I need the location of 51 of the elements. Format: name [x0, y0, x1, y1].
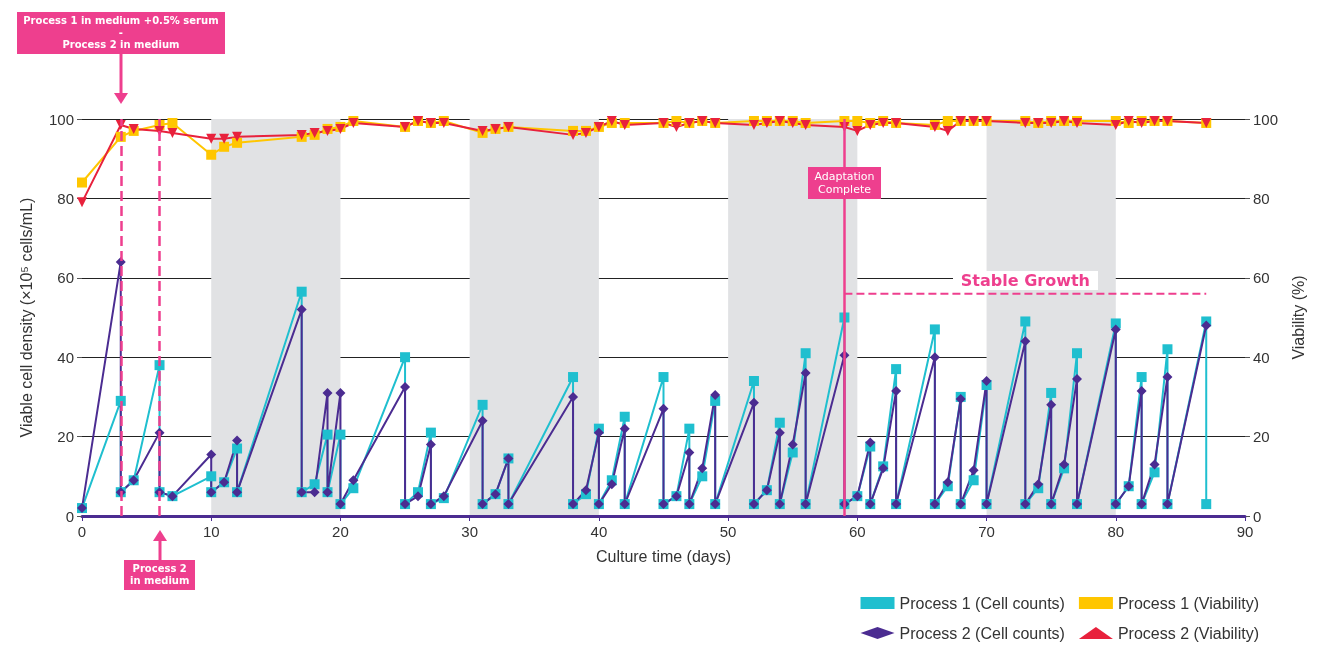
- x-tick-label: 0: [77, 523, 87, 540]
- point: [77, 177, 87, 188]
- point: [748, 119, 759, 130]
- y-tick-label: 60: [57, 269, 74, 287]
- y-tick-label: 80: [57, 189, 74, 207]
- x-tick-label: 20: [332, 523, 349, 540]
- x-tick-label: 80: [1107, 523, 1125, 540]
- ref-line-label: Adaptation Complete: [808, 166, 881, 199]
- y-axis-title: Viable cell density (×10⁵ cells/mL): [17, 197, 35, 438]
- y2-tick-label: 20: [1253, 428, 1270, 446]
- x-tick-label: 10: [202, 523, 220, 540]
- y-tick-label: 100: [48, 110, 74, 128]
- y-tick-label: 40: [57, 348, 74, 366]
- y2-tick-label: 60: [1253, 269, 1270, 287]
- x-tick-label: 40: [590, 523, 608, 540]
- point: [219, 141, 230, 152]
- y2-tick-label: 100: [1253, 110, 1279, 128]
- y2-tick-label: 40: [1253, 348, 1270, 366]
- point: [671, 121, 682, 132]
- x-tick-label: 90: [1236, 523, 1254, 540]
- x-tick-label: 30: [461, 523, 479, 540]
- y-tick-label: 20: [57, 428, 74, 446]
- x-tick-label: 60: [848, 523, 866, 540]
- x-tick-label: 50: [719, 523, 737, 540]
- point: [1110, 119, 1121, 130]
- point: [219, 133, 230, 144]
- point: [942, 125, 953, 136]
- legend-label: Process 1 (Viability): [1117, 594, 1260, 612]
- legend-label: Process 1 (Cell counts): [899, 594, 1065, 612]
- y2-tick-label: 80: [1253, 189, 1270, 207]
- point: [206, 133, 217, 144]
- legend-label: Process 2 (Cell counts): [899, 624, 1065, 642]
- x-axis-title: Culture time (days): [595, 547, 732, 565]
- legend-label: Process 2 (Viability): [1117, 624, 1260, 642]
- y2-tick-label: 0: [1253, 507, 1262, 525]
- text: Process 2 in medium: [124, 560, 196, 590]
- x-tick-label: 70: [978, 523, 995, 540]
- point: [232, 131, 243, 142]
- point: [167, 127, 178, 138]
- point: [77, 197, 87, 208]
- point: [568, 129, 579, 140]
- y2-axis-title: Viability (%): [1289, 275, 1307, 360]
- y-tick-label: 0: [65, 507, 74, 525]
- point: [232, 137, 243, 148]
- point: [942, 115, 953, 126]
- series-label: Stable Growth: [952, 270, 1098, 290]
- text: Process 1 in medium +0.5% serum - Process 2 in medium: [17, 12, 225, 54]
- point: [167, 117, 178, 128]
- point: [852, 115, 863, 126]
- point: [852, 125, 863, 136]
- point: [206, 149, 217, 160]
